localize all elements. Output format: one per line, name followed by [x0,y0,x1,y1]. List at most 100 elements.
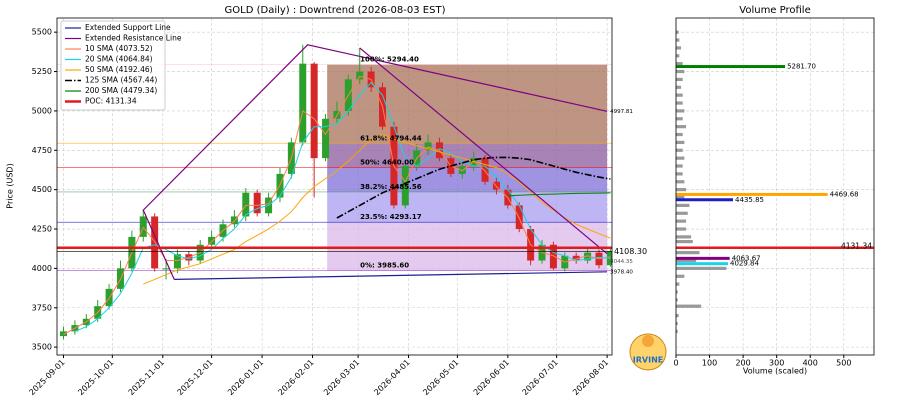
volume-bar [676,290,678,294]
volume-bar [676,54,680,58]
volume-bar [676,211,688,215]
x-tick-label: 2026-02-01 [276,358,315,397]
x-tick-label: 2026-08-01 [571,358,610,397]
volume-highlight [676,192,828,196]
volume-highlight [676,198,734,202]
volume-bar [676,219,687,223]
candle-body [356,71,364,80]
volume-bar [676,188,687,192]
volume-bar [676,30,679,34]
plot-frame [56,17,613,356]
volume-bar [676,164,683,168]
candle-body [401,166,409,206]
logo: IRVINE [629,333,667,371]
volume-bar [676,180,685,184]
volume-bar [676,172,683,176]
volume-bar [676,62,683,66]
plot-area [57,18,612,355]
volume-bar [676,109,685,113]
volume-bar [676,274,685,278]
trend-end-label: 4997.81 [610,109,633,115]
x-tick-label: 2026-01-01 [226,358,265,397]
chart-title: GOLD (Daily) : Downtrend (2026-08-03 EST… [225,5,446,16]
fib-label: 23.5%: 4293.17 [360,213,422,221]
candle-body [481,158,489,182]
volume-highlight [676,256,730,260]
legend-label: Extended Support Line [85,23,171,32]
volume-bar [676,38,680,42]
volume-bar [676,304,702,308]
volume-bar [676,93,683,97]
volume-bar [676,227,687,231]
candle-body [424,142,432,151]
x-tick-label: 2026-07-01 [521,358,560,397]
x-tick-label: 300 [769,359,784,368]
x-tick-label: 2026-03-01 [322,358,361,397]
x-tick-label: 2025-09-01 [27,358,66,397]
volume-bar [676,148,683,152]
volume-bar [676,46,682,50]
fib-label: 38.2%: 4485.56 [360,183,422,191]
legend-box [60,20,166,111]
volume-bar [676,266,727,270]
candle-body [162,268,170,270]
volume-highlight [676,65,786,69]
x-tick-label: 2026-04-01 [372,358,411,397]
volume-bar [676,117,683,121]
legend-label: 200 SMA (4479.34) [85,86,157,95]
last-price-label: 4108.30 [614,247,647,256]
legend-label: 125 SMA (4567.44) [85,76,157,85]
legend: Extended Support Line Extended Resistance… [60,20,182,111]
candle-body [253,192,261,214]
candle-body [60,331,68,337]
volume-highlight-label: 4435.85 [735,196,764,204]
volume-bar [676,85,682,89]
trend-end-label: 3978.40 [610,269,633,275]
x-tick-label: 2026-06-01 [472,358,511,397]
volume-bar [676,132,683,137]
volume-highlight-label: 4029.84 [730,260,759,268]
volume-highlight-label: 4063.67 [732,254,761,262]
volume-bar [676,240,693,244]
y-tick-label: 3500 [32,343,52,352]
volume-bar [676,282,680,286]
volume-bar [676,140,685,145]
y-tick-label: 5250 [32,67,52,76]
fib-label: 50%: 4640.00 [360,159,414,167]
x-tick-label: 2025-11-01 [127,358,166,397]
legend-label: 20 SMA (4064.84) [85,55,153,64]
sma-line [63,75,611,335]
volume-bar [676,235,692,239]
volume-bar [676,298,678,302]
fib-label: 100%: 5294.40 [360,56,419,64]
volume-bar [676,258,697,263]
trend-line [142,44,608,280]
candle-body [242,192,250,217]
trend-line [174,271,608,280]
annotation: 4044.35 [610,259,633,265]
candle-body [470,158,478,167]
legend-label: Extended Resistance Line [85,34,182,43]
volume-bar [676,329,678,333]
y-tick-label: 4500 [32,185,52,194]
y-tick-label: 4750 [32,146,52,155]
y-tick-label: 3750 [32,303,52,312]
y-tick-label: 5000 [32,106,52,115]
legend-label: 10 SMA (4073.52) [85,44,153,53]
y-tick-label: 4250 [32,225,52,234]
candle-body [322,118,330,159]
poc-label: 4131.34 [841,242,872,251]
x-tick-label: 2025-12-01 [176,358,215,397]
volume-bar [676,101,683,105]
y-axis-label: Price (USD) [6,163,15,208]
legend-label: POC: 4131.34 [85,97,137,106]
y-tick-label: 5500 [32,28,52,37]
volume-bar [676,77,683,82]
fib-band [327,222,608,271]
volume-bar [676,69,685,74]
volume-bar [676,125,687,129]
volume-bar [676,195,685,200]
logo-text: IRVINE [633,356,663,365]
candle-body [584,252,592,261]
volume-bar [676,314,679,318]
